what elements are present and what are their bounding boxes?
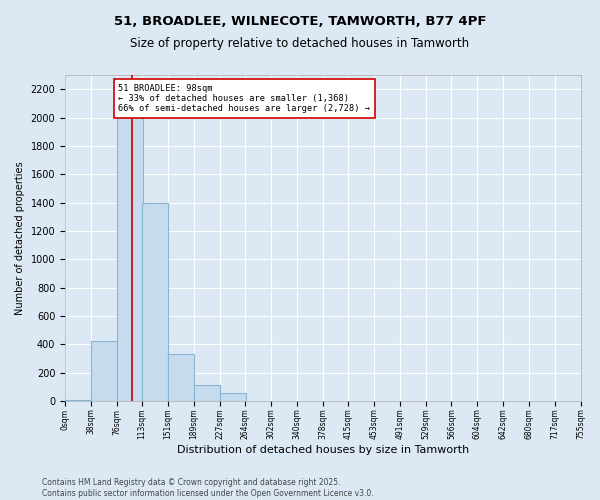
Bar [220,393,246,401]
Bar [117,110,143,401]
X-axis label: Distribution of detached houses by size in Tamworth: Distribution of detached houses by size … [176,445,469,455]
Text: 51 BROADLEE: 98sqm
← 33% of detached houses are smaller (1,368)
66% of semi-deta: 51 BROADLEE: 98sqm ← 33% of detached hou… [118,84,370,114]
Bar [168,354,194,401]
Bar [194,386,220,401]
Text: 51, BROADLEE, WILNECOTE, TAMWORTH, B77 4PF: 51, BROADLEE, WILNECOTE, TAMWORTH, B77 4… [114,15,486,28]
Text: Size of property relative to detached houses in Tamworth: Size of property relative to detached ho… [130,38,470,51]
Text: Contains HM Land Registry data © Crown copyright and database right 2025.
Contai: Contains HM Land Registry data © Crown c… [42,478,374,498]
Bar [142,202,168,401]
Y-axis label: Number of detached properties: Number of detached properties [15,161,25,315]
Bar [65,400,91,401]
Bar [91,342,117,401]
